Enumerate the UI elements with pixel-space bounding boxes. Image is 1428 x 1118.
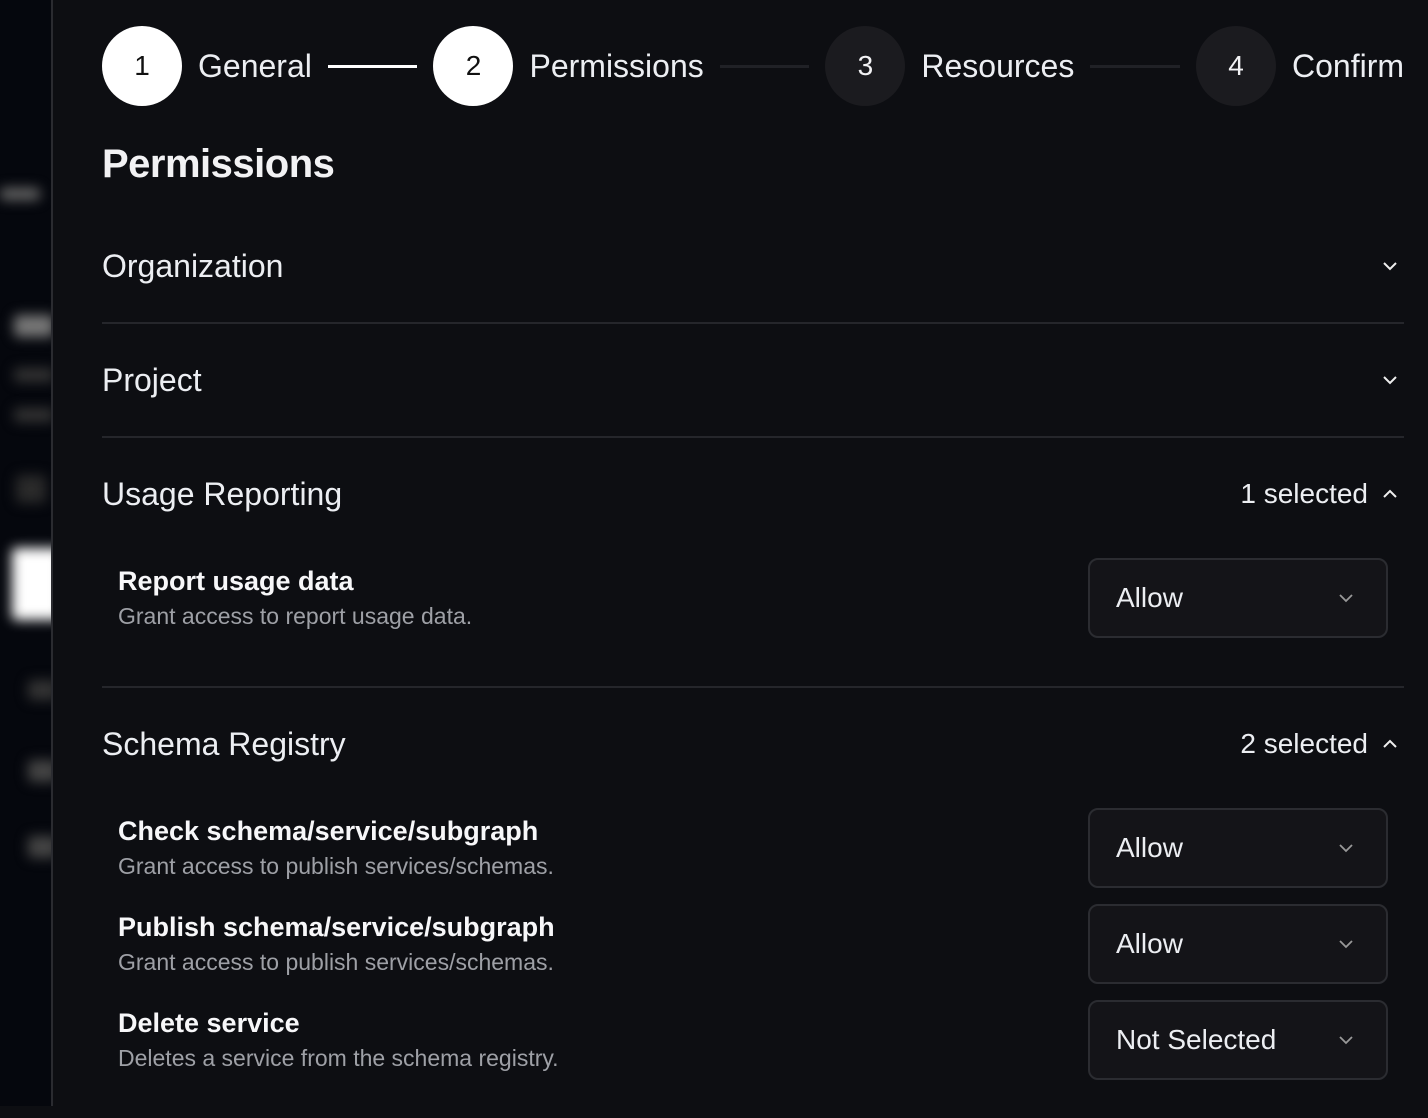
permission-row: Check schema/service/subgraph Grant acces…	[118, 808, 1388, 888]
permission-title: Report usage data	[118, 566, 354, 596]
select-value: Not Selected	[1116, 1024, 1277, 1055]
permission-description: Grant access to publish services/schemas…	[118, 949, 554, 975]
step-number: 4	[1195, 26, 1276, 106]
permission-title: Check schema/service/subgraph	[118, 816, 539, 846]
chevron-down-icon	[1339, 844, 1353, 853]
chevron-up-icon	[1383, 739, 1397, 748]
section-header[interactable]: Organization	[102, 210, 1404, 322]
step-label: Resources	[921, 47, 1075, 84]
permission-row: Delete service Deletes a service from the…	[118, 1000, 1388, 1080]
step-connector	[719, 64, 810, 68]
step-connector	[1090, 64, 1180, 68]
step-number: 1	[102, 26, 182, 106]
section-header[interactable]: Schema Registry 2 selected	[102, 688, 1404, 800]
selected-count: 1 selected	[1240, 478, 1368, 509]
section-header[interactable]: Usage Reporting 1 selected	[102, 438, 1404, 550]
permission-description: Grant access to publish services/schemas…	[118, 853, 554, 879]
section-title: Schema Registry	[102, 725, 346, 762]
step-general[interactable]: 1 General	[102, 26, 312, 106]
chevron-down-icon	[1383, 262, 1397, 271]
section-usage-reporting: Usage Reporting 1 selected Report usage …	[102, 438, 1404, 688]
section-header[interactable]: Project	[102, 324, 1404, 436]
permission-select[interactable]: Allow	[1088, 904, 1388, 984]
page-title: Permissions	[102, 142, 335, 186]
step-label: General	[198, 47, 312, 84]
step-resources[interactable]: 3 Resources	[825, 26, 1074, 106]
section-title: Project	[102, 361, 202, 398]
permissions-panel: 1 General 2 Permissions 3 Resources 4 Confir…	[55, 0, 1428, 1106]
section-title: Usage Reporting	[102, 475, 343, 512]
chevron-down-icon	[1383, 376, 1397, 385]
step-label: Confirm	[1291, 47, 1404, 84]
stepper: 1 General 2 Permissions 3 Resources 4 Confir…	[102, 26, 1404, 106]
chevron-down-icon	[1339, 940, 1353, 949]
select-value: Allow	[1116, 928, 1183, 959]
section-schema-registry: Schema Registry 2 selected Check schema/…	[102, 688, 1404, 1118]
chevron-down-icon	[1339, 594, 1353, 603]
permission-select[interactable]: Not Selected	[1088, 1000, 1388, 1080]
step-permissions[interactable]: 2 Permissions	[433, 26, 704, 106]
permission-row: Report usage data Grant access to report …	[118, 558, 1388, 638]
step-connector	[327, 64, 418, 68]
step-number: 3	[825, 26, 906, 106]
select-value: Allow	[1116, 832, 1183, 863]
step-label: Permissions	[529, 47, 704, 84]
chevron-down-icon	[1339, 1036, 1353, 1045]
chevron-up-icon	[1383, 489, 1397, 498]
blurred-background-sidebar	[0, 0, 53, 1106]
permission-select[interactable]: Allow	[1088, 558, 1388, 638]
permission-title: Delete service	[118, 1008, 300, 1038]
selected-count: 2 selected	[1240, 728, 1368, 759]
permission-description: Grant access to report usage data.	[118, 603, 473, 629]
permission-title: Publish schema/service/subgraph	[118, 912, 555, 942]
section-organization: Organization	[102, 210, 1404, 324]
section-project: Project	[102, 324, 1404, 438]
step-number: 2	[433, 26, 514, 106]
step-confirm[interactable]: 4 Confirm	[1195, 26, 1404, 106]
permission-row: Publish schema/service/subgraph Grant acc…	[118, 904, 1388, 984]
permission-description: Deletes a service from the schema regist…	[118, 1045, 559, 1071]
permission-select[interactable]: Allow	[1088, 808, 1388, 888]
section-title: Organization	[102, 247, 284, 284]
select-value: Allow	[1116, 582, 1183, 613]
